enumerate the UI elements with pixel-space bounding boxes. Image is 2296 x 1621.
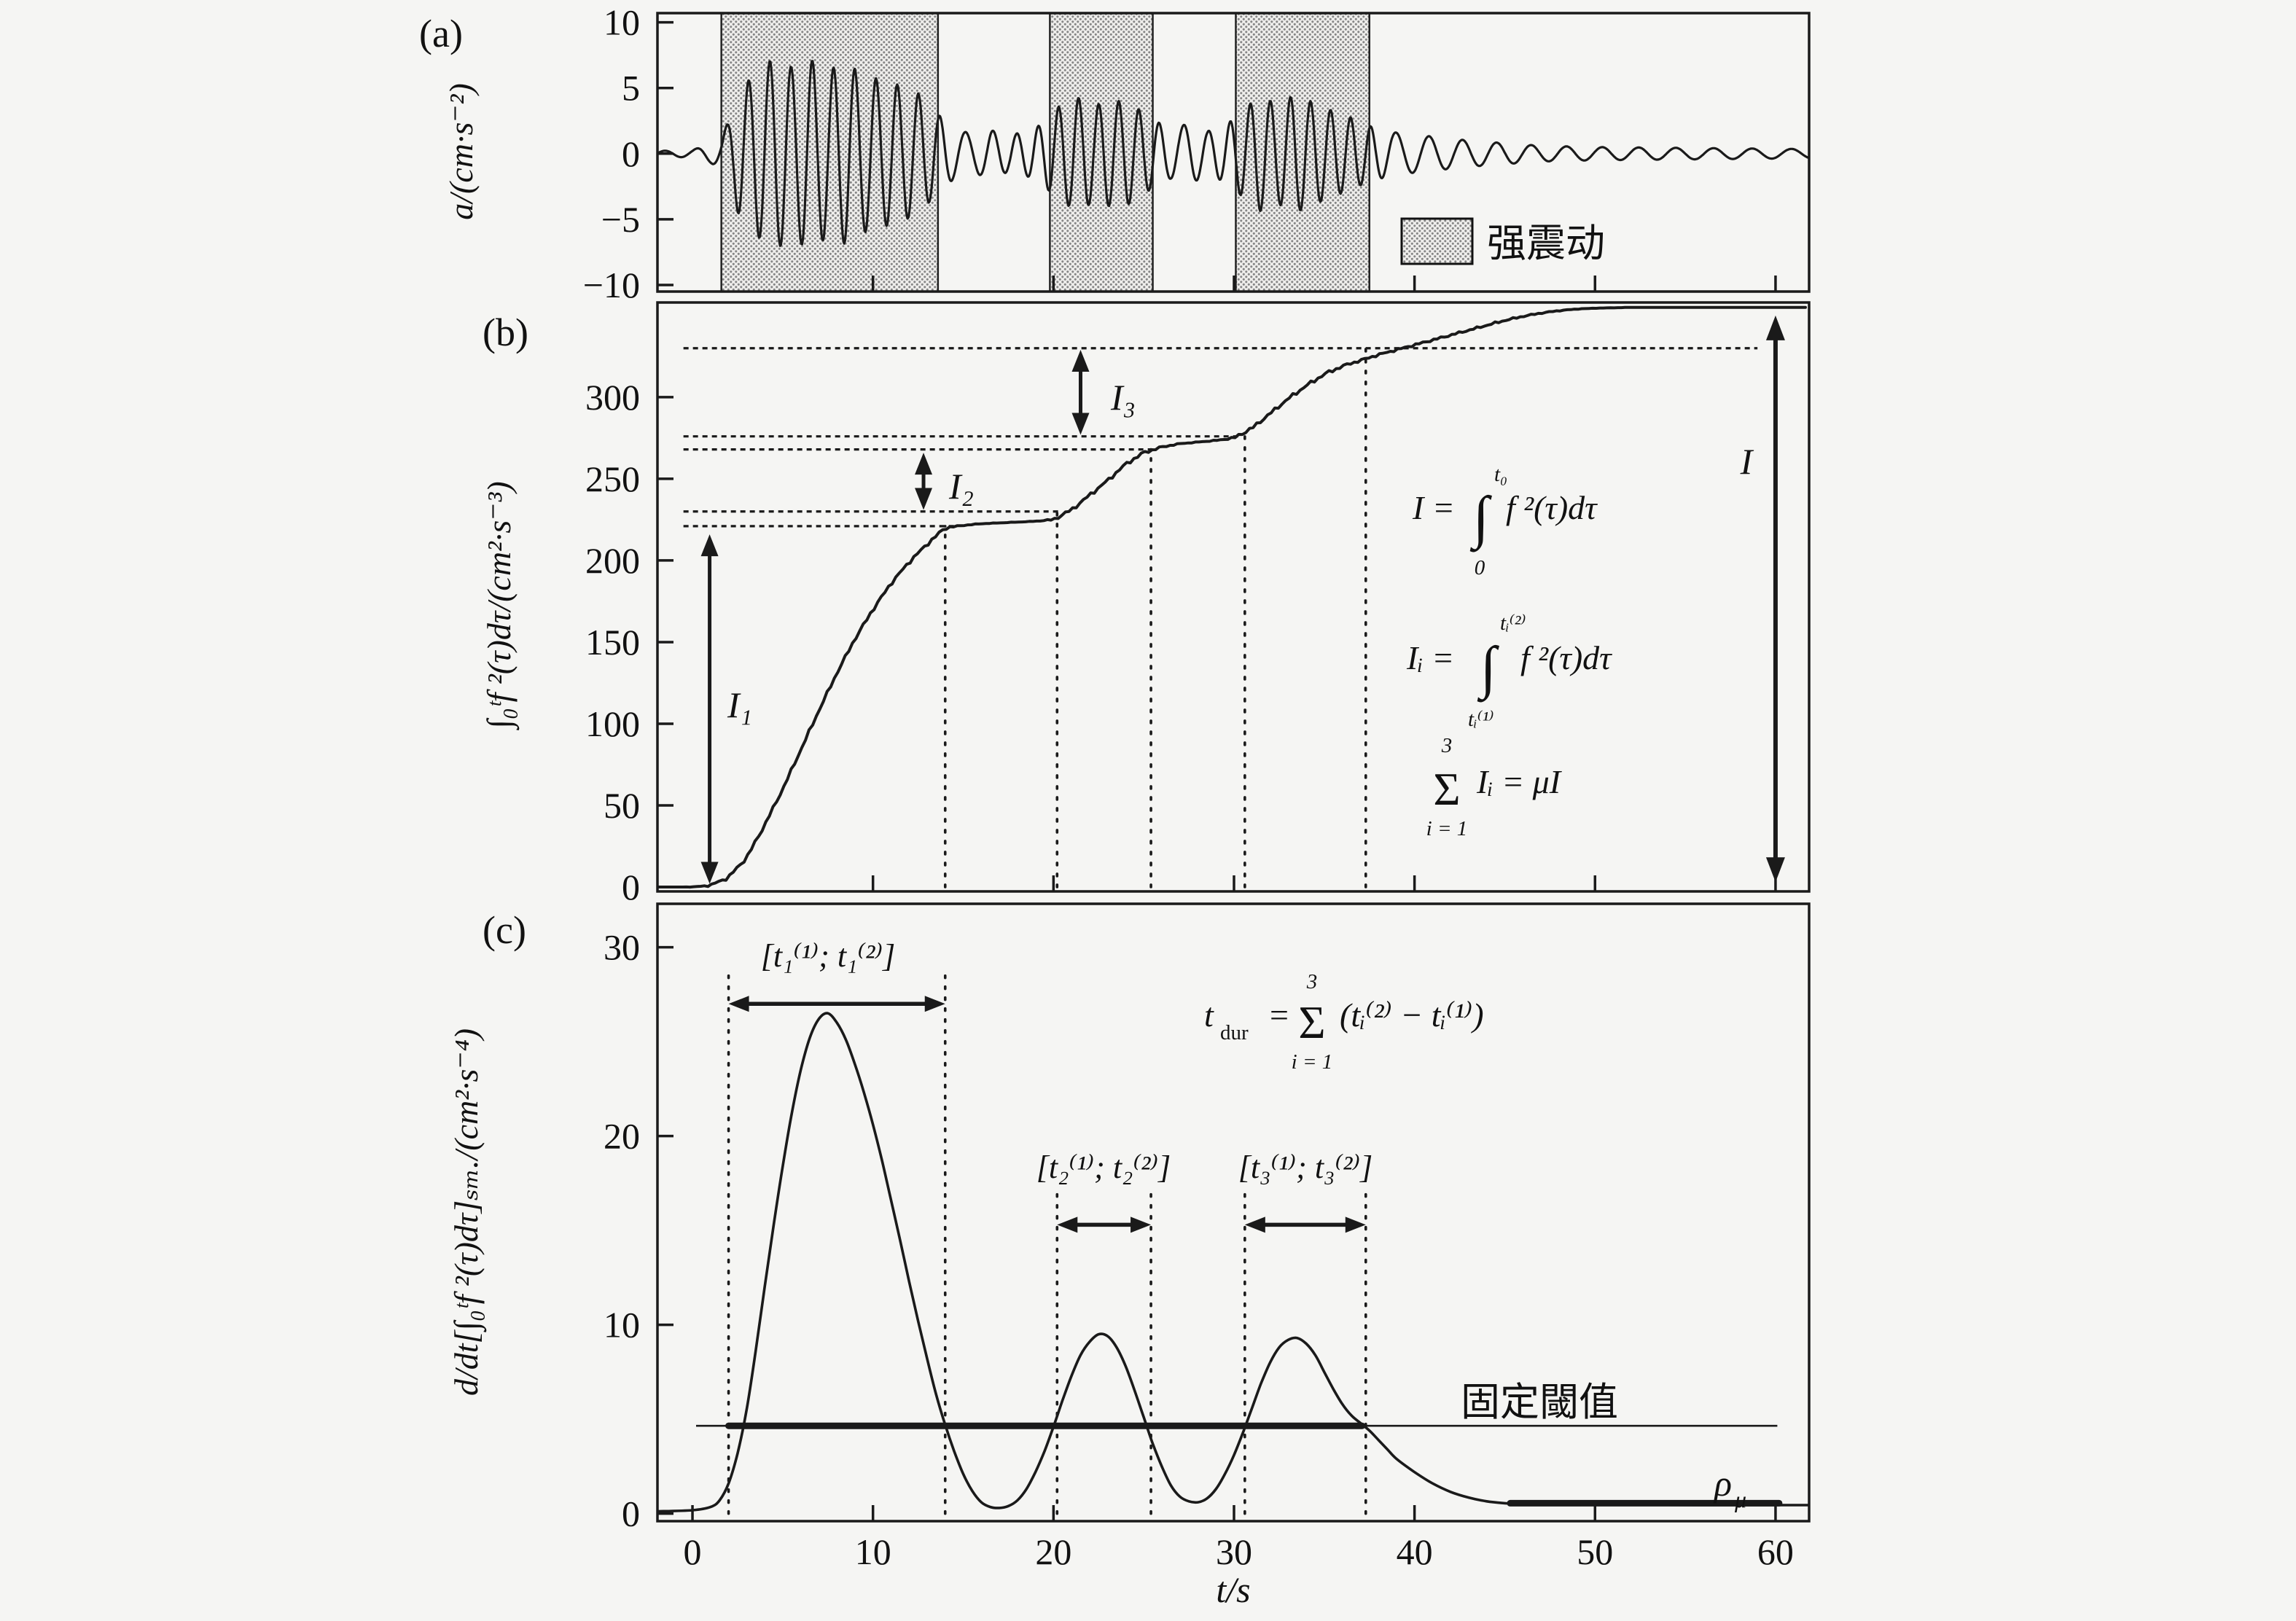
panel-c-y-axis-title: d/dt[∫₀ᵗf ²(τ)dτ]ₛₘ./(cm²·s⁻⁴) bbox=[448, 1028, 487, 1396]
sigma-sign: Σ bbox=[1433, 763, 1460, 815]
i2-label: I₂ bbox=[948, 466, 974, 507]
legend-swatch-strong-motion bbox=[1400, 217, 1474, 265]
panel-b-y-tick-label: 0 bbox=[622, 867, 640, 907]
rho-mu-subscript: μ bbox=[1734, 1486, 1746, 1512]
x-tick-label: 30 bbox=[1216, 1531, 1252, 1572]
panel-c-letter: (c) bbox=[483, 908, 526, 952]
panel-b-y-tick-label: 250 bbox=[585, 458, 640, 499]
derivative-curve bbox=[657, 1012, 1808, 1513]
panel-b-y-tick-label: 50 bbox=[604, 785, 640, 826]
sigma-sign: Σ bbox=[1298, 996, 1325, 1048]
interval-2-arrow-head bbox=[1057, 1216, 1078, 1233]
interval-3-arrow-head bbox=[1345, 1216, 1366, 1233]
panel-a-y-tick-label: 5 bbox=[622, 68, 640, 109]
panel-a-y-tick-label: 10 bbox=[604, 2, 640, 43]
formula-total-lower-limit: 0 bbox=[1475, 556, 1485, 579]
I2-arrow-head bbox=[915, 453, 933, 475]
formula-tdur-lower: i = 1 bbox=[1292, 1050, 1333, 1074]
formula-tdur-eq: = bbox=[1270, 996, 1289, 1034]
formula-segment-lower-limit: tᵢ⁽¹⁾ bbox=[1468, 708, 1494, 731]
i1-label: I₁ bbox=[727, 684, 752, 725]
formula-segment-upper-limit: tᵢ⁽²⁾ bbox=[1500, 612, 1526, 635]
I3-arrow-head bbox=[1071, 413, 1090, 435]
formula-sum-upper: 3 bbox=[1441, 734, 1453, 757]
x-tick-label: 40 bbox=[1397, 1531, 1433, 1572]
panel-a-y-tick-label: −10 bbox=[583, 265, 640, 305]
formula-total-intensity: I = ∫ t₀ 0 f ²(τ)dτ bbox=[1412, 463, 1598, 579]
strong-motion-region-2 bbox=[1049, 12, 1154, 293]
panel-b-y-tick-label: 150 bbox=[585, 622, 640, 663]
fixed-threshold-label: 固定閾值 bbox=[1461, 1380, 1618, 1424]
panel-b-border bbox=[656, 301, 1811, 893]
label-layer: (a) (b) (c) a/(cm·s⁻²) ∫₀ᵗf ²(τ)dτ/(cm²·… bbox=[419, 12, 1754, 1610]
formula-total-integrand: f ²(τ)dτ bbox=[1506, 489, 1598, 526]
i3-label: I₃ bbox=[1110, 377, 1136, 418]
panel-a-y-tick-label: −5 bbox=[601, 199, 640, 240]
I_total-arrow-head bbox=[1765, 315, 1785, 340]
interval-2-label: [t₂⁽¹⁾; t₂⁽²⁾] bbox=[1036, 1149, 1171, 1185]
formula-segment-integrand: f ²(τ)dτ bbox=[1520, 639, 1612, 676]
panel-b-letter: (b) bbox=[483, 310, 528, 354]
I3-arrow-head bbox=[1071, 349, 1090, 372]
I1-arrow-head bbox=[700, 862, 719, 884]
rho-mu-label: ρ bbox=[1713, 1463, 1732, 1504]
panel-b-y-tick-label: 200 bbox=[585, 540, 640, 581]
formula-sum-lower: i = 1 bbox=[1426, 817, 1468, 840]
panel-c-y-tick-label: 20 bbox=[604, 1116, 640, 1157]
interval-3-label: [t₃⁽¹⁾; t₃⁽²⁾] bbox=[1238, 1149, 1373, 1185]
formula-tdur-rhs: (tᵢ⁽²⁾ − tᵢ⁽¹⁾) bbox=[1340, 996, 1484, 1034]
formula-tdur-t: t bbox=[1204, 996, 1214, 1034]
x-tick-label: 10 bbox=[855, 1531, 891, 1572]
I_total-arrow-head bbox=[1765, 857, 1785, 883]
formula-duration: t dur = Σ 3 i = 1 (tᵢ⁽²⁾ − tᵢ⁽¹⁾) bbox=[1204, 970, 1484, 1074]
interval-1-label: [t₁⁽¹⁾; t₁⁽²⁾] bbox=[761, 938, 896, 974]
x-tick-label: 60 bbox=[1757, 1531, 1794, 1572]
formula-sum-rhs: Iᵢ = μI bbox=[1476, 763, 1563, 800]
interval-1-arrow-head bbox=[728, 996, 749, 1012]
panel-a-y-tick-label: 0 bbox=[622, 133, 640, 174]
x-axis-title: t/s bbox=[1216, 1569, 1250, 1610]
panel-c-y-tick-label: 10 bbox=[604, 1305, 640, 1345]
interval-3-arrow-head bbox=[1244, 1216, 1265, 1233]
interval-1-arrow-head bbox=[924, 996, 945, 1012]
I1-arrow-head bbox=[700, 534, 719, 557]
x-tick-label: 0 bbox=[684, 1531, 702, 1572]
formula-tdur-sub: dur bbox=[1220, 1021, 1249, 1044]
integral-sign: ∫ bbox=[1469, 485, 1493, 552]
i-total-label: I bbox=[1740, 441, 1754, 482]
I2-arrow-head bbox=[915, 488, 933, 510]
panel-a-letter: (a) bbox=[419, 12, 463, 55]
panel-c-y-tick-label: 0 bbox=[622, 1493, 640, 1534]
panel-a-y-axis-title: a/(cm·s⁻²) bbox=[442, 83, 480, 220]
formula-tdur-upper: 3 bbox=[1306, 970, 1318, 993]
cumulative-intensity-curve bbox=[657, 305, 1807, 889]
strong-motion-region-3 bbox=[1235, 12, 1370, 293]
legend-label: 强震动 bbox=[1487, 222, 1605, 265]
formula-total-lhs: I = bbox=[1412, 489, 1455, 526]
panel-b-y-tick-label: 300 bbox=[585, 377, 640, 418]
interval-2-arrow-head bbox=[1131, 1216, 1152, 1233]
panel-b-y-axis-title: ∫₀ᵗf ²(τ)dτ/(cm²·s⁻³) bbox=[480, 481, 520, 730]
panel-c-y-tick-label: 30 bbox=[604, 927, 640, 968]
formula-sum: Σ 3 i = 1 Iᵢ = μI bbox=[1426, 734, 1563, 840]
formula-segment-lhs: Iᵢ = bbox=[1406, 639, 1454, 676]
formula-total-upper-limit: t₀ bbox=[1494, 463, 1507, 486]
panel-b-y-tick-label: 100 bbox=[585, 703, 640, 744]
formula-segment-intensity: Iᵢ = ∫ tᵢ⁽²⁾ tᵢ⁽¹⁾ f ²(τ)dτ bbox=[1406, 612, 1612, 731]
acceleration-waveform bbox=[657, 60, 1809, 247]
integral-sign: ∫ bbox=[1477, 636, 1500, 703]
x-tick-label: 20 bbox=[1035, 1531, 1071, 1572]
x-tick-label: 50 bbox=[1577, 1531, 1613, 1572]
